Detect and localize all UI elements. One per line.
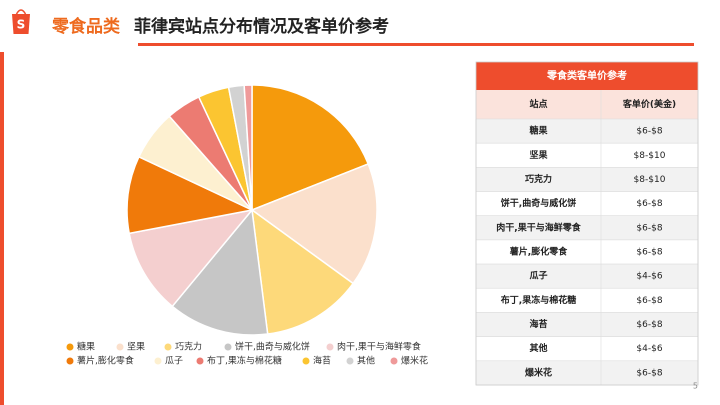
site-cell: 海苔 [529, 318, 547, 330]
price-cell: $6-$8 [636, 296, 662, 306]
legend-label: 布丁,果冻与棉花糖 [207, 355, 282, 367]
pie-slice [171, 208, 269, 336]
legend-swatch [66, 357, 74, 365]
legend-swatch [326, 343, 334, 351]
price-cell: $6-$8 [636, 223, 662, 233]
legend-swatch [224, 343, 232, 351]
price-cell: $6-$8 [636, 199, 662, 209]
table-title: 零食类客单价参考 [546, 69, 627, 82]
price-cell: $4-$6 [636, 272, 662, 282]
legend-swatch [116, 343, 124, 351]
column-header: 站点 [529, 98, 547, 110]
column-header: 客单价(美金) [622, 98, 676, 110]
pie-chart [126, 84, 378, 336]
table-header-bg [476, 90, 698, 119]
legend-label: 坚果 [127, 342, 145, 353]
site-cell: 糖果 [529, 125, 548, 137]
legend-swatch [390, 357, 398, 365]
slide-title: 菲律宾站点分布情况及客单价参考 [134, 16, 389, 37]
pie-slice [251, 208, 355, 335]
svg-text:S: S [17, 18, 26, 32]
table-row-bg [475, 360, 699, 386]
legend-swatch [196, 357, 204, 365]
legend-swatch [66, 343, 74, 351]
site-cell: 坚果 [529, 149, 548, 161]
legend-label: 肉干,果干与海鲜零食 [337, 341, 421, 353]
table-row-bg [475, 215, 699, 241]
pie-slice [126, 155, 255, 235]
logo: S [12, 9, 30, 34]
price-cell: $6-$8 [636, 368, 662, 378]
site-cell: 肉干,果干与海鲜零食 [496, 221, 581, 233]
table-row-bg [475, 263, 699, 289]
pie-slice [250, 163, 378, 285]
table-row-bg [475, 312, 699, 337]
side-bar [0, 52, 4, 405]
legend-label: 薯片,膨化零食 [77, 355, 134, 367]
table-row-bg [475, 191, 699, 217]
legend-label: 巧克力 [175, 341, 202, 353]
table-row-bg [475, 336, 699, 362]
price-cell: $8-$10 [634, 151, 666, 161]
legend-label: 海苔 [313, 355, 331, 367]
legend-label: 糖果 [77, 341, 95, 353]
site-cell: 布丁,果冻与棉花糖 [500, 294, 576, 306]
legend-swatch [302, 357, 310, 365]
site-cell: 爆米花 [525, 366, 552, 378]
site-cell: 巧克力 [525, 173, 552, 185]
price-cell: $6-$8 [636, 248, 662, 258]
table-row-bg [475, 167, 699, 192]
category-title: 零食品类 [51, 16, 121, 37]
price-cell: $6-$8 [636, 320, 662, 330]
legend-label: 爆米花 [401, 355, 428, 367]
price-cell: $6-$8 [636, 127, 662, 137]
legend-swatch [154, 357, 162, 365]
legend-label: 饼干,曲奇与威化饼 [235, 341, 310, 353]
legend-swatch [346, 357, 354, 365]
price-cell: $4-$6 [636, 344, 662, 354]
price-cell: $8-$10 [634, 175, 666, 185]
table-border [475, 61, 699, 386]
pie-slice [251, 84, 370, 212]
table-row-bg [475, 142, 699, 168]
site-cell: 瓜子 [529, 271, 547, 282]
pie-slice [243, 84, 253, 211]
table-row-bg [475, 239, 699, 265]
title-underline [138, 43, 694, 46]
table-title-bg [476, 62, 698, 90]
table-row-bg [475, 118, 699, 144]
site-cell: 饼干,曲奇与威化饼 [501, 197, 576, 209]
pie-slice [128, 208, 254, 308]
legend-label: 瓜子 [165, 356, 183, 367]
page-number: 5 [693, 382, 698, 391]
site-cell: 薯片,膨化零食 [509, 246, 568, 258]
site-cell: 其他 [529, 342, 547, 354]
legend-swatch [164, 343, 172, 351]
legend-label: 其他 [357, 355, 375, 367]
